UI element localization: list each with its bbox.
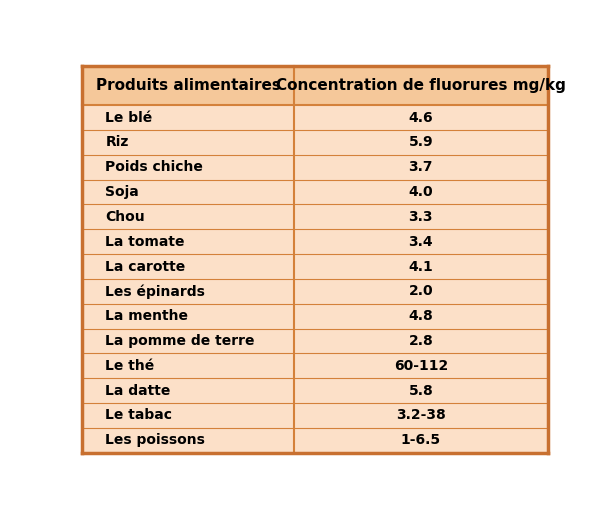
Text: 5.8: 5.8 [408, 384, 433, 398]
Bar [82, 229, 548, 254]
Bar [82, 328, 548, 353]
Text: 4.8: 4.8 [408, 309, 433, 323]
Text: 5.9: 5.9 [408, 135, 433, 149]
Bar [82, 428, 548, 452]
Bar [82, 105, 548, 130]
Text: 3.4: 3.4 [408, 234, 433, 249]
Bar [82, 205, 548, 229]
Text: 4.6: 4.6 [408, 111, 433, 125]
Text: Le thé: Le thé [106, 359, 155, 373]
Text: Les épinards: Les épinards [106, 284, 205, 299]
Text: 4.1: 4.1 [408, 260, 433, 273]
Text: Concentration de fluorures mg/kg: Concentration de fluorures mg/kg [276, 78, 565, 93]
Bar [82, 180, 548, 205]
Bar [82, 155, 548, 180]
Text: 3.2-38: 3.2-38 [396, 408, 446, 422]
Bar [82, 378, 548, 403]
Bar [82, 254, 548, 279]
Text: Les poissons: Les poissons [106, 433, 205, 447]
Text: Soja: Soja [106, 185, 139, 199]
Bar [82, 403, 548, 428]
Text: La carotte: La carotte [106, 260, 185, 273]
Text: Le tabac: Le tabac [106, 408, 173, 422]
Text: 3.7: 3.7 [408, 160, 433, 174]
Text: La datte: La datte [106, 384, 171, 398]
Text: 3.3: 3.3 [408, 210, 433, 224]
Text: Chou: Chou [106, 210, 145, 224]
Text: Riz: Riz [106, 135, 129, 149]
Text: Poids chiche: Poids chiche [106, 160, 203, 174]
Text: 60-112: 60-112 [394, 359, 448, 373]
Text: 2.0: 2.0 [408, 284, 433, 299]
Text: 1-6.5: 1-6.5 [401, 433, 441, 447]
Text: Produits alimentaires: Produits alimentaires [96, 78, 281, 93]
Bar [82, 279, 548, 304]
Bar [82, 353, 548, 378]
Text: 2.8: 2.8 [408, 334, 433, 348]
Text: La menthe: La menthe [106, 309, 188, 323]
Bar [82, 130, 548, 155]
Text: La pomme de terre: La pomme de terre [106, 334, 255, 348]
Text: Le blé: Le blé [106, 111, 152, 125]
Text: 4.0: 4.0 [408, 185, 433, 199]
Bar [82, 304, 548, 328]
Text: La tomate: La tomate [106, 234, 185, 249]
